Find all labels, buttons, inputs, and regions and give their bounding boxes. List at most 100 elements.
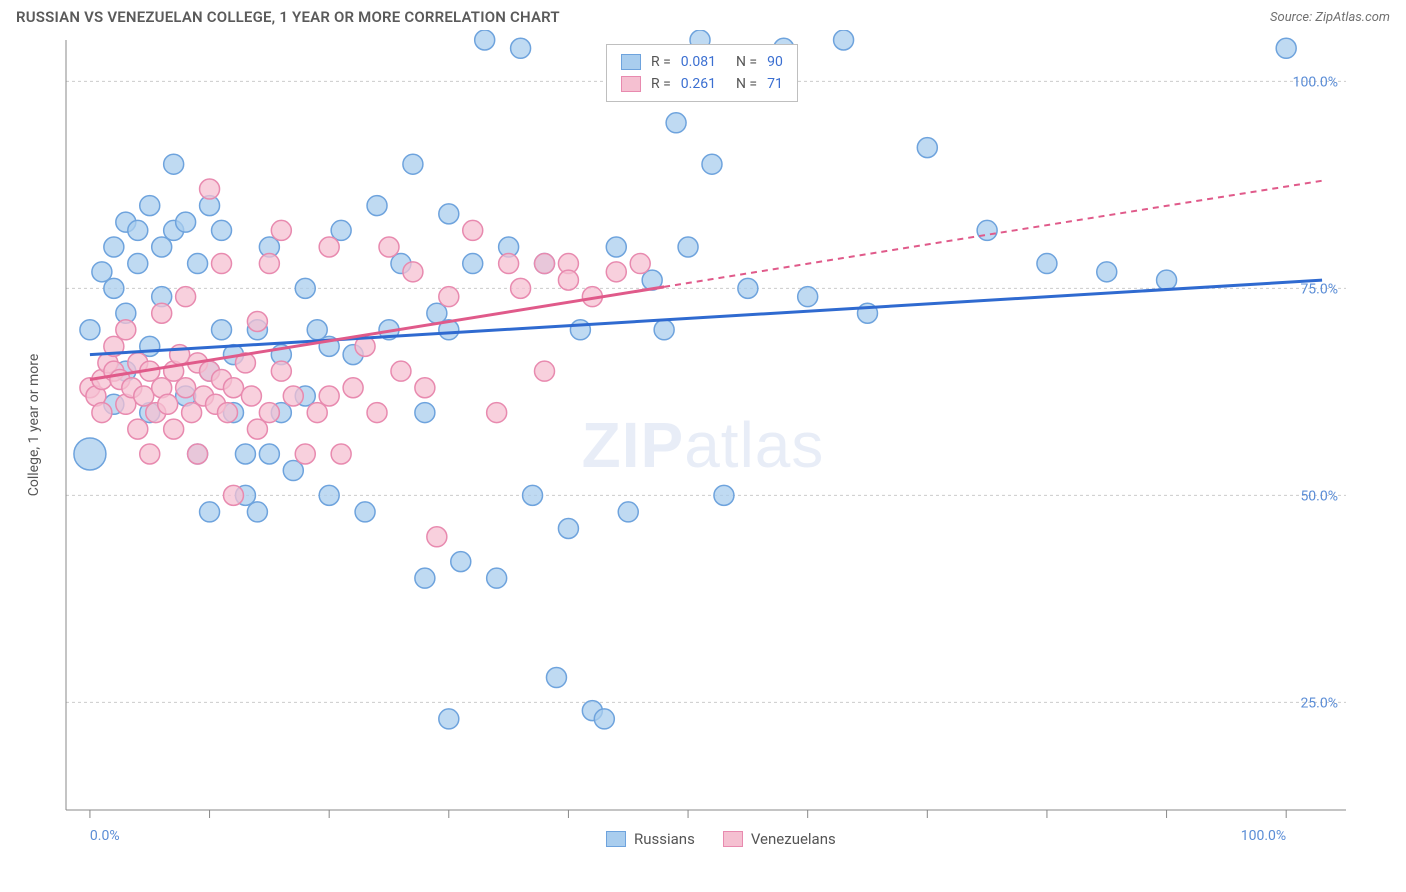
chart-title: RUSSIAN VS VENEZUELAN COLLEGE, 1 YEAR OR… xyxy=(16,8,560,26)
data-point xyxy=(1276,38,1296,58)
y-tick-label: 100.0% xyxy=(1293,74,1338,90)
data-point xyxy=(164,154,184,174)
data-point xyxy=(104,237,124,257)
data-point xyxy=(439,709,459,729)
data-point xyxy=(403,262,423,282)
data-point xyxy=(594,709,614,729)
data-point xyxy=(295,444,315,464)
legend-n-value: 71 xyxy=(767,73,783,95)
data-point xyxy=(235,444,255,464)
legend-swatch xyxy=(606,831,626,847)
legend-r-value: 0.261 xyxy=(681,73,716,95)
data-point xyxy=(523,485,543,505)
data-point xyxy=(176,378,196,398)
data-point xyxy=(140,336,160,356)
data-point xyxy=(487,568,507,588)
data-point xyxy=(714,485,734,505)
legend-r-value: 0.081 xyxy=(681,51,716,73)
y-tick-label: 25.0% xyxy=(1300,695,1338,711)
data-point xyxy=(475,30,495,50)
data-point xyxy=(259,403,279,423)
data-point xyxy=(140,444,160,464)
data-point xyxy=(499,254,519,274)
legend-r-label: R = xyxy=(651,73,671,95)
data-point xyxy=(247,419,267,439)
data-point xyxy=(439,287,459,307)
legend-n-label: N = xyxy=(736,73,757,95)
data-point xyxy=(259,444,279,464)
legend-n-value: 90 xyxy=(767,51,783,73)
data-point xyxy=(666,113,686,133)
data-point xyxy=(355,502,375,522)
data-point xyxy=(630,254,650,274)
data-point xyxy=(415,403,435,423)
data-point xyxy=(546,668,566,688)
data-point xyxy=(319,386,339,406)
data-point xyxy=(834,30,854,50)
series-legend: Russians Venezuelans xyxy=(606,830,836,848)
data-point xyxy=(188,444,208,464)
data-point xyxy=(271,220,291,240)
legend-n-label: N = xyxy=(736,51,757,73)
legend-item: Russians xyxy=(606,830,695,848)
data-point xyxy=(247,312,267,332)
data-point xyxy=(182,403,202,423)
legend-row: R = 0.081 N = 90 xyxy=(621,51,783,73)
source-label: Source: ZipAtlas.com xyxy=(1270,10,1390,25)
data-point xyxy=(738,278,758,298)
data-point xyxy=(678,237,698,257)
data-point xyxy=(917,138,937,158)
data-point xyxy=(487,403,507,423)
data-point xyxy=(217,403,237,423)
data-point xyxy=(367,403,387,423)
data-point xyxy=(558,518,578,538)
data-point xyxy=(570,320,590,340)
data-point xyxy=(152,303,172,323)
data-point xyxy=(92,262,112,282)
data-point xyxy=(319,485,339,505)
data-point xyxy=(152,237,172,257)
y-tick-label: 75.0% xyxy=(1300,281,1338,297)
data-point xyxy=(1157,270,1177,290)
data-point xyxy=(367,196,387,216)
data-point xyxy=(164,419,184,439)
data-point xyxy=(343,378,363,398)
data-point xyxy=(140,196,160,216)
data-point xyxy=(511,278,531,298)
data-point xyxy=(403,154,423,174)
data-point xyxy=(104,278,124,298)
data-point xyxy=(212,220,232,240)
x-tick-label: 0.0% xyxy=(90,828,120,844)
legend-r-label: R = xyxy=(651,51,671,73)
data-point xyxy=(618,502,638,522)
data-point xyxy=(463,254,483,274)
legend-row: R = 0.261 N = 71 xyxy=(621,73,783,95)
legend-swatch xyxy=(723,831,743,847)
data-point xyxy=(439,204,459,224)
data-point xyxy=(654,320,674,340)
data-point xyxy=(247,502,267,522)
data-point xyxy=(200,179,220,199)
legend-label: Venezuelans xyxy=(751,830,836,848)
data-point xyxy=(241,386,261,406)
data-point xyxy=(451,552,471,572)
header: RUSSIAN VS VENEZUELAN COLLEGE, 1 YEAR OR… xyxy=(0,0,1406,30)
data-point xyxy=(116,320,136,340)
data-point xyxy=(295,278,315,298)
data-point xyxy=(1037,254,1057,274)
data-point xyxy=(427,303,447,323)
data-point xyxy=(80,320,100,340)
data-point xyxy=(176,287,196,307)
x-tick-label: 100.0% xyxy=(1241,828,1286,844)
chart-container: 25.0%50.0%75.0%100.0%0.0%100.0%College, … xyxy=(16,30,1390,860)
legend-label: Russians xyxy=(634,830,695,848)
data-point xyxy=(271,361,291,381)
data-point xyxy=(331,220,351,240)
data-point xyxy=(319,237,339,257)
data-point xyxy=(212,320,232,340)
data-point xyxy=(798,287,818,307)
data-point xyxy=(158,394,178,414)
data-point xyxy=(200,502,220,522)
data-point xyxy=(188,254,208,274)
data-point xyxy=(259,254,279,274)
